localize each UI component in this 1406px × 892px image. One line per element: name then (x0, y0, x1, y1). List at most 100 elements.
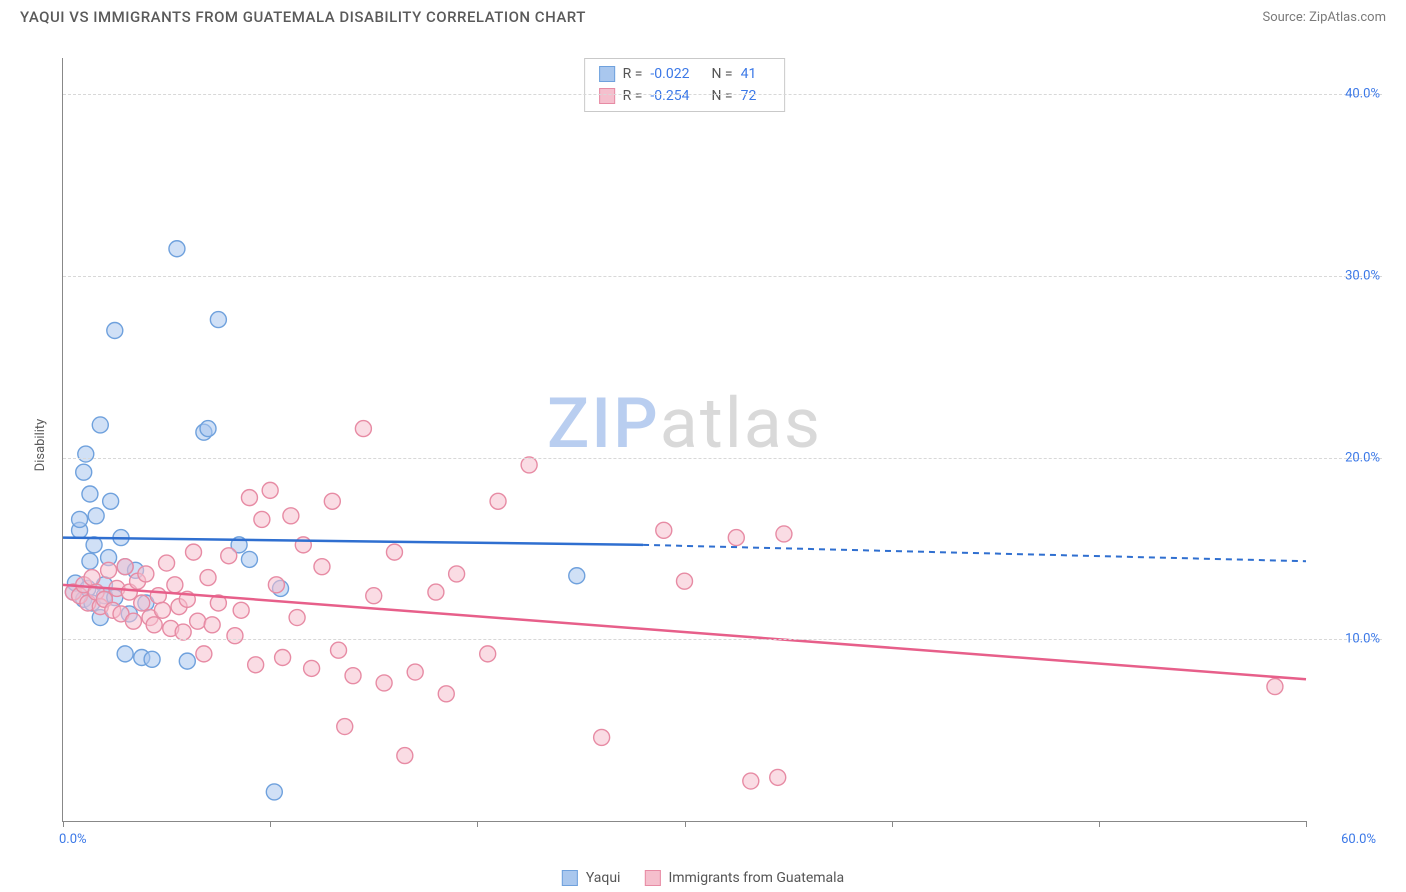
data-point (275, 650, 291, 666)
data-point (200, 421, 216, 437)
data-point (78, 446, 94, 462)
gridline (63, 639, 1382, 640)
plot-svg (63, 58, 1306, 821)
x-tick (1306, 821, 1307, 827)
data-point (304, 660, 320, 676)
data-point (241, 490, 257, 506)
data-point (210, 312, 226, 328)
data-point (179, 653, 195, 669)
gridline (63, 276, 1382, 277)
data-point (84, 570, 100, 586)
data-point (241, 551, 257, 567)
data-point (72, 511, 88, 527)
data-point (324, 493, 340, 509)
data-point (101, 562, 117, 578)
data-point (134, 595, 150, 611)
y-axis-label: Disability (33, 419, 48, 472)
data-point (169, 241, 185, 257)
data-point (154, 602, 170, 618)
chart-title: YAQUI VS IMMIGRANTS FROM GUATEMALA DISAB… (20, 8, 586, 26)
data-point (190, 613, 206, 629)
x-tick (892, 821, 893, 827)
y-tick-label: 40.0% (1345, 87, 1380, 102)
data-point (186, 544, 202, 560)
data-point (82, 486, 98, 502)
data-point (266, 784, 282, 800)
x-axis-label: 0.0% (59, 832, 87, 847)
data-point (117, 559, 133, 575)
legend-item: Yaqui (562, 870, 621, 886)
x-axis-label: 60.0% (1341, 832, 1376, 847)
data-point (200, 570, 216, 586)
data-point (175, 624, 191, 640)
data-point (283, 508, 299, 524)
data-point (125, 613, 141, 629)
chart-area: Disability ZIPatlas R = -0.022 N = 41 R … (20, 38, 1386, 852)
data-point (776, 526, 792, 542)
data-point (743, 773, 759, 789)
legend-swatch-icon (644, 870, 660, 886)
data-point (144, 651, 160, 667)
data-point (656, 522, 672, 538)
data-point (386, 544, 402, 560)
data-point (159, 555, 175, 571)
data-point (76, 464, 92, 480)
x-tick (270, 821, 271, 827)
gridline (63, 94, 1382, 95)
x-tick (63, 821, 64, 827)
data-point (196, 646, 212, 662)
data-point (449, 566, 465, 582)
data-point (150, 588, 166, 604)
y-tick-label: 30.0% (1345, 269, 1380, 284)
data-point (428, 584, 444, 600)
data-point (337, 719, 353, 735)
x-tick (1099, 821, 1100, 827)
data-point (233, 602, 249, 618)
trend-line (63, 538, 643, 545)
gridline (63, 458, 1382, 459)
legend-label: Yaqui (586, 870, 621, 886)
legend-bottom: Yaqui Immigrants from Guatemala (562, 870, 844, 886)
legend-label: Immigrants from Guatemala (668, 870, 844, 886)
y-tick-label: 20.0% (1345, 450, 1380, 465)
data-point (117, 646, 133, 662)
data-point (289, 610, 305, 626)
data-point (594, 729, 610, 745)
data-point (268, 577, 284, 593)
data-point (397, 748, 413, 764)
y-tick-label: 10.0% (1345, 632, 1380, 647)
data-point (490, 493, 506, 509)
x-tick (685, 821, 686, 827)
chart-source: Source: ZipAtlas.com (1262, 10, 1386, 25)
legend-item: Immigrants from Guatemala (644, 870, 844, 886)
data-point (345, 668, 361, 684)
data-point (376, 675, 392, 691)
data-point (146, 617, 162, 633)
data-point (728, 530, 744, 546)
trend-line-dashed (643, 545, 1306, 561)
data-point (167, 577, 183, 593)
data-point (254, 511, 270, 527)
data-point (331, 642, 347, 658)
data-point (248, 657, 264, 673)
data-point (204, 617, 220, 633)
x-tick (477, 821, 478, 827)
data-point (1267, 679, 1283, 695)
data-point (438, 686, 454, 702)
data-point (88, 508, 104, 524)
data-point (355, 421, 371, 437)
plot-region: ZIPatlas R = -0.022 N = 41 R = -0.254 N … (62, 58, 1306, 822)
data-point (295, 537, 311, 553)
data-point (677, 573, 693, 589)
data-point (314, 559, 330, 575)
chart-header: YAQUI VS IMMIGRANTS FROM GUATEMALA DISAB… (0, 0, 1406, 30)
data-point (480, 646, 496, 662)
legend-swatch-icon (562, 870, 578, 886)
data-point (227, 628, 243, 644)
data-point (407, 664, 423, 680)
data-point (103, 493, 119, 509)
data-point (82, 553, 98, 569)
data-point (92, 417, 108, 433)
data-point (770, 769, 786, 785)
data-point (262, 482, 278, 498)
